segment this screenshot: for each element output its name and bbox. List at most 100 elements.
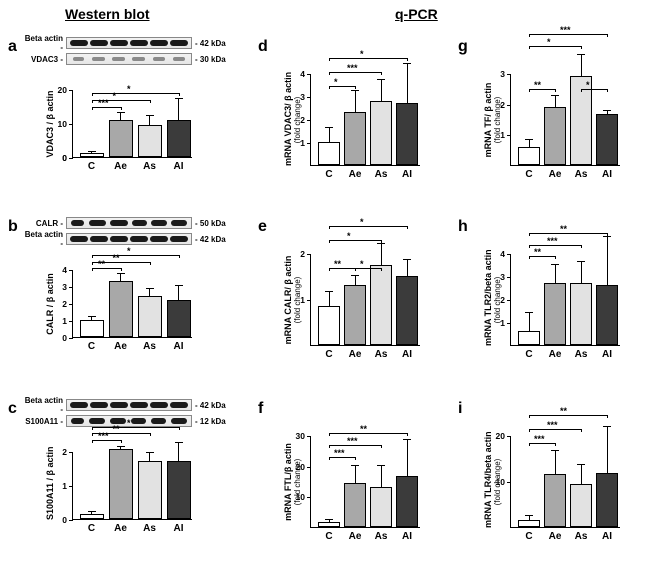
bar-Ae <box>344 285 366 345</box>
x-label: As <box>136 341 164 352</box>
error-cap <box>403 439 411 440</box>
error-cap <box>525 312 533 313</box>
y-tick <box>69 452 73 453</box>
bar-chart: 1234mRNA TLR2/beta actin(fold change)CAe… <box>510 254 620 346</box>
blot-band <box>110 418 126 424</box>
sig-line <box>529 415 607 416</box>
kda-label: - 50 kDa <box>192 219 226 228</box>
blot-band <box>90 40 108 46</box>
bar-C <box>80 153 104 157</box>
panel-letter-d: d <box>258 38 268 56</box>
sig-stars: * <box>127 86 131 92</box>
sig-tick <box>121 107 122 110</box>
y-axis-label: S100A11 / β actin <box>45 452 55 520</box>
sig-tick <box>529 443 530 446</box>
blot-band <box>132 220 147 226</box>
x-label: Ae <box>542 531 568 542</box>
sig-line <box>92 262 150 263</box>
x-label: As <box>568 169 594 180</box>
error-bar <box>149 289 150 296</box>
error-cap <box>88 316 96 317</box>
sig-line <box>92 93 179 94</box>
blot-band <box>90 402 108 408</box>
x-label: C <box>516 531 542 542</box>
error-bar <box>581 262 582 283</box>
y-tick <box>69 486 73 487</box>
bar-As <box>370 101 392 165</box>
error-cap <box>525 139 533 140</box>
sig-stars: * <box>547 39 551 45</box>
blot-band <box>131 418 146 424</box>
y-tick <box>307 120 311 121</box>
sig-tick <box>381 240 382 243</box>
blot-band <box>110 40 128 46</box>
sig-line <box>529 89 555 90</box>
error-cap <box>403 63 411 64</box>
x-label: Ae <box>342 531 368 542</box>
sig-tick <box>407 433 408 436</box>
sig-tick <box>329 86 330 89</box>
sig-tick <box>121 440 122 443</box>
sig-line <box>529 233 607 234</box>
sig-tick <box>92 100 93 103</box>
y-tick <box>69 287 73 288</box>
bar-As <box>370 487 392 527</box>
sig-tick <box>92 93 93 96</box>
y-tick <box>69 338 73 339</box>
error-cap <box>577 54 585 55</box>
panel-letter-c: c <box>8 400 17 418</box>
sig-tick <box>179 93 180 96</box>
sig-tick <box>407 58 408 61</box>
blot-strip <box>66 37 192 49</box>
x-label: As <box>368 531 394 542</box>
bar-As <box>570 283 592 345</box>
error-cap <box>551 95 559 96</box>
y-tick <box>307 497 311 498</box>
sig-tick <box>355 268 356 271</box>
sig-tick <box>329 268 330 271</box>
y-tick <box>307 467 311 468</box>
error-cap <box>325 127 333 128</box>
sig-stars: ** <box>560 226 567 232</box>
x-label: Ae <box>107 523 135 534</box>
blot-band <box>132 57 144 61</box>
bar-Ae <box>109 449 133 519</box>
x-label: C <box>78 161 106 172</box>
error-bar <box>149 116 150 125</box>
y-axis-label: mRNA CALR/ β actin <box>283 254 293 346</box>
x-label: As <box>568 531 594 542</box>
y-tick <box>307 254 311 255</box>
header-qpcr: q-PCR <box>395 6 438 22</box>
blot-band <box>92 57 104 61</box>
blot-label: VDAC3 - <box>24 55 66 64</box>
sig-stars: *** <box>547 238 558 244</box>
sig-tick <box>529 429 530 432</box>
error-bar <box>607 237 608 285</box>
blot-band <box>170 236 188 242</box>
blot-band <box>130 40 148 46</box>
error-bar <box>381 244 382 265</box>
y-axis-label: CALR / β actin <box>45 270 55 338</box>
sig-stars: *** <box>347 65 358 71</box>
blot-strip <box>66 233 192 245</box>
blot-band <box>110 220 128 226</box>
sig-tick <box>529 245 530 248</box>
blot-band <box>89 418 105 424</box>
sig-stars: *** <box>547 422 558 428</box>
sig-tick <box>381 268 382 271</box>
kda-label: - 12 kDa <box>192 417 226 426</box>
bar-C <box>318 522 340 527</box>
sig-line <box>329 58 407 59</box>
bar-C <box>518 331 540 345</box>
sig-tick <box>581 46 582 49</box>
y-tick <box>507 105 511 106</box>
y-axis-label: mRNA TLR2/beta actin <box>483 254 493 346</box>
sig-stars: * <box>586 82 590 88</box>
error-bar <box>555 265 556 283</box>
sig-tick <box>92 255 93 258</box>
bar-As <box>570 484 592 527</box>
sig-tick <box>92 268 93 271</box>
bar-C <box>518 147 540 165</box>
x-label: Ae <box>342 349 368 360</box>
y-axis-sublabel: (fold change) <box>293 74 302 166</box>
